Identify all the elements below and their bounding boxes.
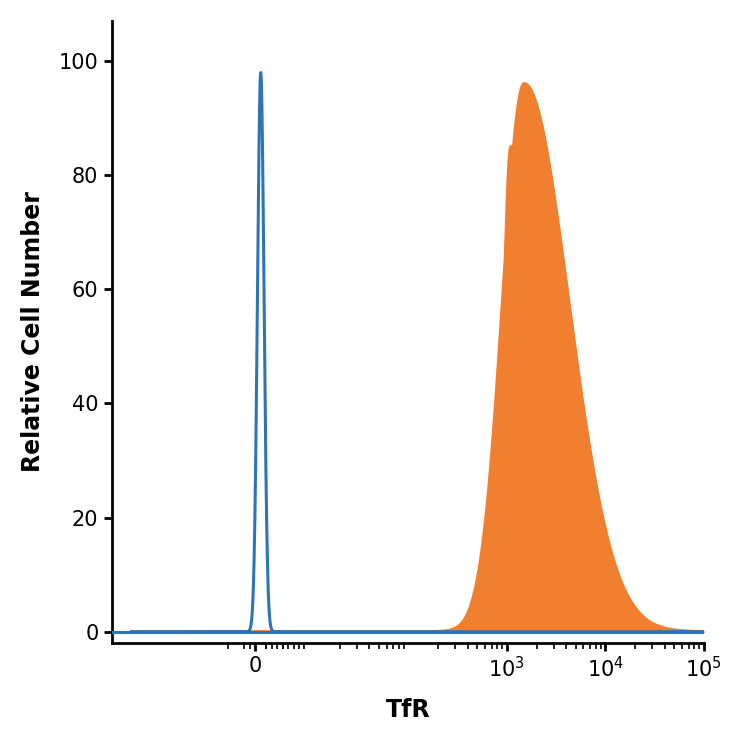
Y-axis label: Relative Cell Number: Relative Cell Number	[21, 192, 45, 473]
X-axis label: TfR: TfR	[386, 698, 430, 722]
